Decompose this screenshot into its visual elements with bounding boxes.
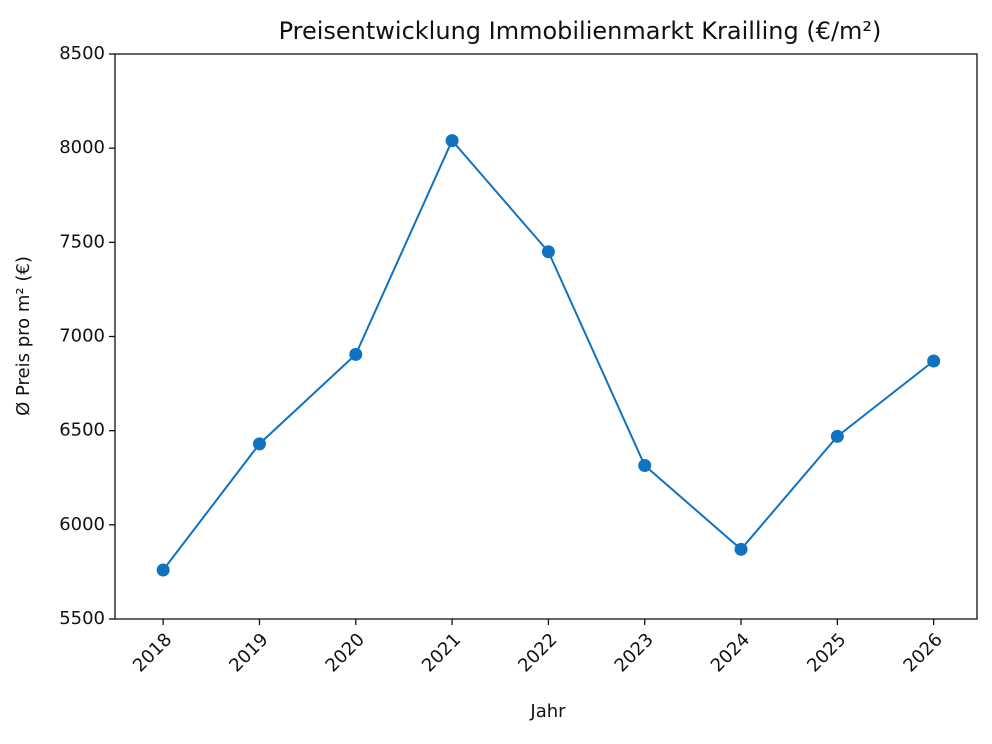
y-tick-label: 6500 — [59, 420, 105, 441]
plot-frame — [114, 53, 978, 620]
x-tick-label: 2019 — [225, 629, 272, 676]
marker — [349, 347, 363, 361]
marker — [734, 542, 748, 556]
marker — [541, 245, 555, 259]
y-tick-label: 8000 — [59, 137, 105, 158]
line — [162, 138, 935, 571]
x-tick-label: 2022 — [514, 629, 561, 676]
x-tick-label: 2025 — [803, 629, 850, 676]
x-tick-label: 2020 — [322, 629, 369, 676]
marker — [156, 563, 170, 577]
y-tick-label: 8500 — [59, 43, 105, 64]
x-tick-label: 2026 — [899, 629, 946, 676]
x-axis-label: Jahr — [529, 701, 566, 722]
chart-title: Preisentwicklung Immobilienmarkt Krailli… — [279, 17, 882, 45]
marker — [445, 134, 459, 148]
y-tick-label: 7000 — [59, 326, 105, 347]
marker — [830, 429, 844, 443]
marker — [252, 437, 266, 451]
marker — [638, 459, 652, 473]
x-tick-label: 2023 — [611, 629, 658, 676]
x-tick-label: 2021 — [418, 629, 465, 676]
y-tick-label: 7500 — [59, 231, 105, 252]
x-tick-label: 2018 — [129, 629, 176, 676]
y-tick-label: 6000 — [59, 514, 105, 535]
y-axis-label: Ø Preis pro m² (€) — [13, 256, 34, 416]
x-tick-label: 2024 — [707, 629, 754, 676]
y-tick-label: 5500 — [59, 608, 105, 629]
marker — [927, 354, 941, 368]
